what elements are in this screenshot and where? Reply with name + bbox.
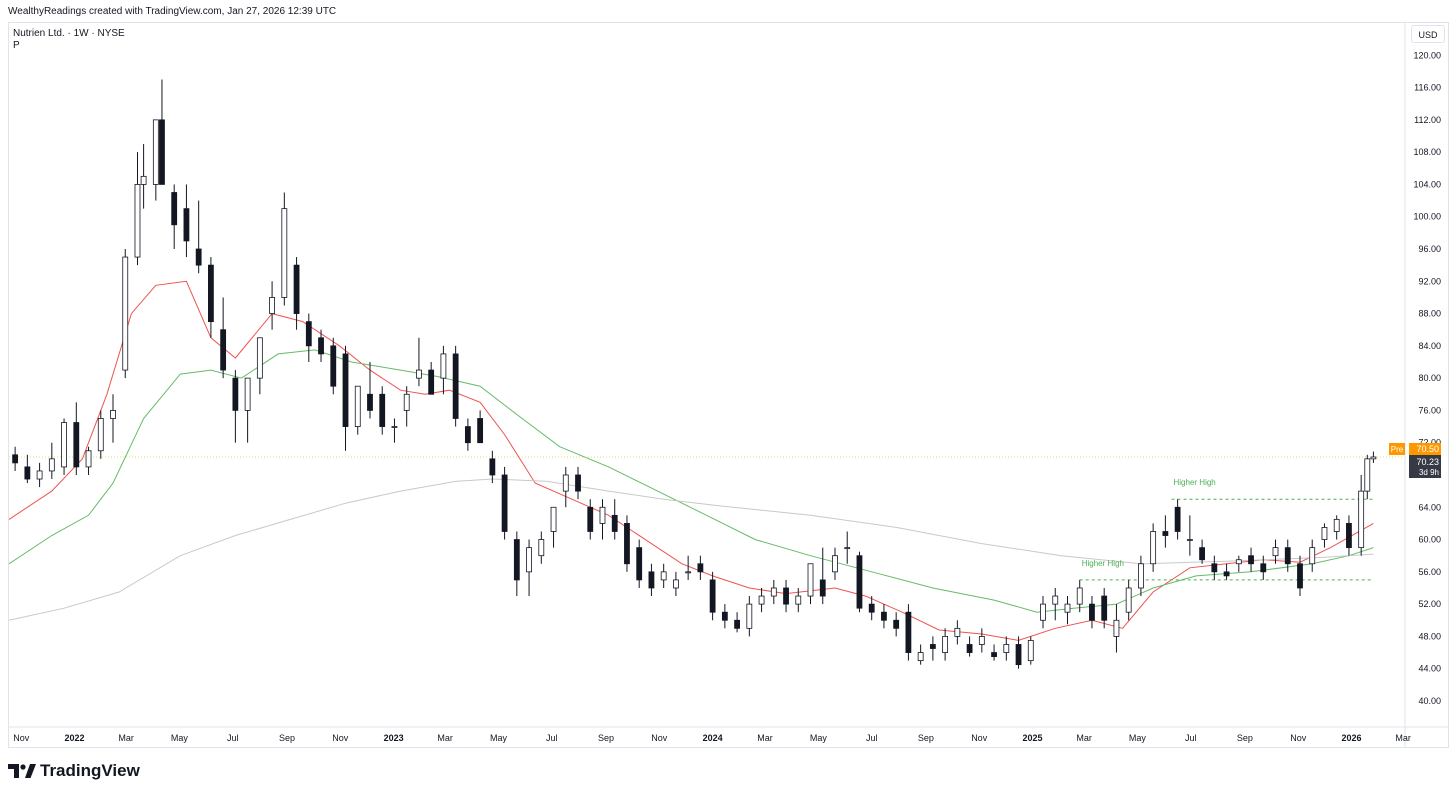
chart-frame — [8, 22, 1449, 748]
tradingview-logo-text: TradingView — [40, 761, 140, 780]
currency-button[interactable]: USD — [1411, 25, 1445, 43]
tradingview-logo[interactable]: TradingView — [8, 761, 140, 781]
indicator-label[interactable]: P — [13, 40, 20, 51]
chart-credit: WealthyReadings created with TradingView… — [8, 6, 337, 17]
symbol-title[interactable]: Nutrien Ltd. · 1W · NYSE — [13, 28, 125, 39]
tradingview-logo-icon — [8, 764, 36, 778]
